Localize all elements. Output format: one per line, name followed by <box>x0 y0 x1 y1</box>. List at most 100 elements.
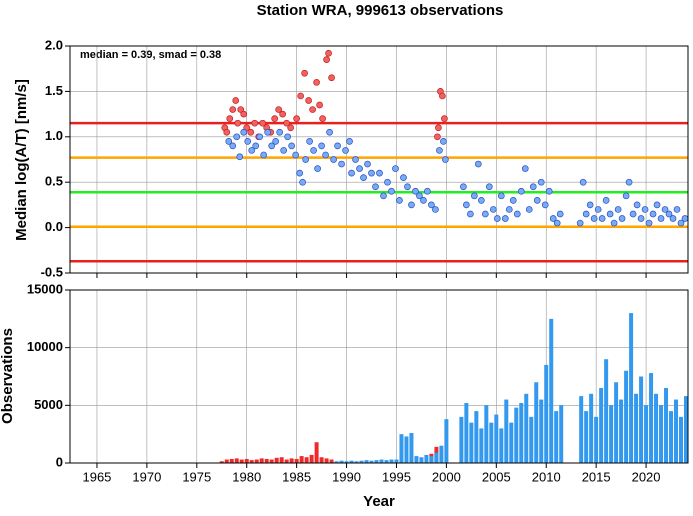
bar <box>304 457 309 463</box>
bar <box>249 460 254 463</box>
bar <box>334 461 339 463</box>
bar <box>614 382 619 463</box>
bar <box>549 318 554 463</box>
bar <box>289 458 294 463</box>
bar <box>409 433 414 463</box>
point <box>248 147 256 154</box>
point <box>348 169 355 177</box>
y-tick-label: 0.0 <box>45 219 63 234</box>
point <box>579 178 587 186</box>
point <box>533 197 541 204</box>
bar <box>424 454 429 463</box>
point <box>338 160 345 168</box>
point <box>622 192 630 200</box>
point <box>614 206 622 213</box>
point <box>313 78 320 86</box>
x-tick-label: 2010 <box>532 469 561 484</box>
point <box>440 137 447 145</box>
point <box>328 74 335 82</box>
point <box>513 210 521 218</box>
point <box>325 49 332 57</box>
bar <box>619 399 624 463</box>
point <box>653 201 661 209</box>
bar <box>539 399 544 463</box>
x-tick-label: 1990 <box>332 469 361 484</box>
point <box>610 219 618 227</box>
bar <box>554 411 559 463</box>
bar <box>354 461 359 463</box>
point <box>226 115 234 122</box>
point <box>400 174 407 182</box>
point <box>297 92 304 100</box>
point <box>501 215 509 222</box>
point <box>436 147 443 154</box>
bar <box>359 460 364 463</box>
point <box>229 106 237 113</box>
bar <box>524 393 529 463</box>
bar <box>254 459 259 463</box>
bar <box>294 458 299 463</box>
point <box>517 187 525 195</box>
point <box>633 201 641 209</box>
point <box>435 124 442 132</box>
point <box>296 169 303 177</box>
bar <box>314 442 319 463</box>
bar <box>654 393 659 463</box>
x-tick-label: 2005 <box>482 469 511 484</box>
bar <box>639 376 644 463</box>
point <box>392 165 399 172</box>
bar <box>329 459 334 463</box>
bar <box>604 359 609 463</box>
point <box>233 133 241 141</box>
point <box>521 165 529 172</box>
point <box>272 137 280 145</box>
point <box>618 215 626 222</box>
bar <box>599 388 604 463</box>
point <box>541 201 549 209</box>
point <box>322 151 329 159</box>
bar <box>279 457 284 463</box>
bar <box>339 460 344 463</box>
bar <box>684 396 689 463</box>
point <box>264 128 272 136</box>
bar <box>504 399 509 463</box>
point <box>625 178 633 186</box>
point <box>649 210 657 218</box>
point <box>529 183 537 191</box>
bar <box>519 403 524 463</box>
bar <box>579 396 584 463</box>
point <box>287 124 294 132</box>
bar <box>384 460 389 463</box>
bar <box>224 459 229 463</box>
bar <box>529 416 534 463</box>
y-tick-label: 15000 <box>27 281 63 296</box>
point <box>318 142 325 150</box>
point <box>657 215 665 222</box>
point <box>661 206 669 213</box>
bar <box>349 460 354 463</box>
point <box>645 219 653 227</box>
point <box>323 56 330 63</box>
bar <box>399 434 404 463</box>
bar <box>269 459 274 463</box>
point <box>310 147 317 154</box>
y-tick-label: 5000 <box>34 397 63 412</box>
point <box>293 115 300 122</box>
point <box>314 165 321 172</box>
point <box>477 197 485 204</box>
point <box>677 219 685 227</box>
chart-title: Station WRA, 999613 observations <box>257 2 504 19</box>
bar <box>494 414 499 463</box>
point <box>424 187 431 195</box>
point <box>309 106 316 113</box>
x-tick-label: 2020 <box>632 469 661 484</box>
bar <box>319 457 324 463</box>
bar <box>659 405 664 463</box>
bar <box>634 393 639 463</box>
y-tick-label: 2.0 <box>45 37 63 52</box>
bar <box>679 416 684 463</box>
point <box>268 142 276 150</box>
bar <box>669 411 674 463</box>
point <box>637 215 645 222</box>
bar <box>664 388 669 463</box>
